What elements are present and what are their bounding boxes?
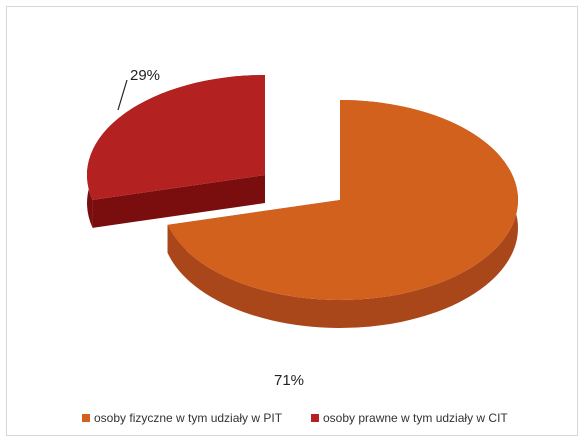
- legend-swatch-osoby-fizyczne: [82, 414, 90, 422]
- leader-line-29: [117, 79, 128, 111]
- data-label-71: 71%: [274, 372, 304, 389]
- data-label-29: 29%: [130, 67, 160, 84]
- slice-side-1: [92, 75, 265, 228]
- legend-swatch-osoby-prawne: [311, 414, 319, 422]
- slices-group: [86, 75, 518, 328]
- legend-label-osoby-prawne: osoby prawne w tym udziały w CIT: [323, 411, 508, 425]
- slice-0: [167, 100, 518, 300]
- slice-1: [86, 75, 265, 200]
- legend-label-osoby-fizyczne: osoby fizyczne w tym udziały w PIT: [94, 411, 283, 425]
